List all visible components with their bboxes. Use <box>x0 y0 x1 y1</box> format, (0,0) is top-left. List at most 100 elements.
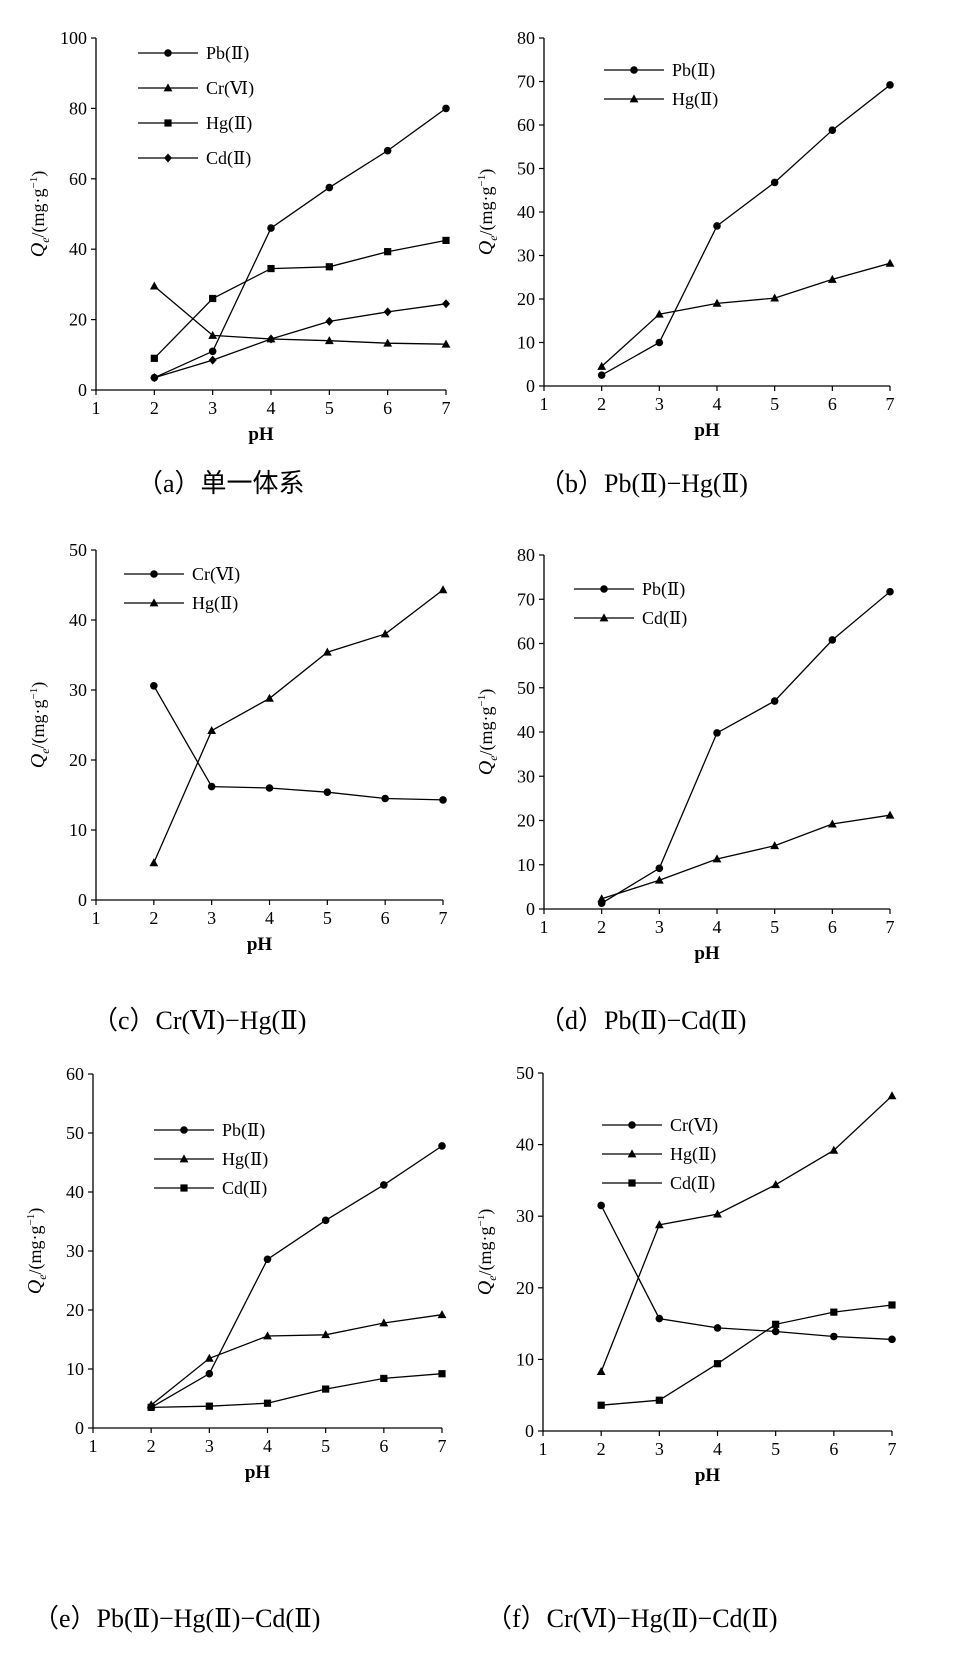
legend-label: Hg(Ⅱ) <box>670 1144 716 1165</box>
series-line <box>153 685 444 801</box>
x-tick-label: 7 <box>888 1439 897 1459</box>
y-tick-label: 80 <box>517 28 535 48</box>
x-tick-label: 6 <box>379 1436 388 1456</box>
series-line <box>601 1304 893 1406</box>
series-Hg(Ⅱ) <box>149 585 448 867</box>
data-point <box>150 373 159 383</box>
data-point <box>205 1369 214 1378</box>
legend: Cr(Ⅵ) Hg(Ⅱ) Cd(Ⅱ) <box>602 1115 718 1194</box>
y-tick-label: 30 <box>69 680 87 700</box>
legend-label: Hg(Ⅱ) <box>672 89 718 110</box>
data-point <box>885 810 895 819</box>
data-point <box>324 336 334 345</box>
data-point <box>597 371 606 379</box>
data-point <box>384 248 392 256</box>
data-point <box>325 263 333 271</box>
legend-label: Pb(Ⅱ) <box>222 1120 265 1141</box>
y-tick-label: 40 <box>69 610 87 630</box>
data-point <box>597 1401 605 1409</box>
data-point <box>323 788 332 796</box>
legend-marker <box>180 1126 188 1134</box>
caption-a: （a）单一体系 <box>137 469 305 498</box>
series-Cr(Ⅵ) <box>597 1201 896 1344</box>
data-point <box>888 1301 896 1309</box>
data-point <box>830 1332 838 1341</box>
x-tick-label: 4 <box>267 398 276 418</box>
data-point <box>383 146 392 155</box>
legend: Pb(Ⅱ) Cd(Ⅱ) <box>574 579 687 629</box>
legend-marker <box>149 598 159 607</box>
legend-marker <box>164 49 172 57</box>
legend-label: Cd(Ⅱ) <box>642 608 687 629</box>
series-line <box>150 1314 443 1406</box>
legend-label: Hg(Ⅱ) <box>222 1149 268 1170</box>
data-point <box>325 183 334 192</box>
data-point <box>886 81 894 89</box>
data-point <box>771 1180 781 1189</box>
x-tick-label: 3 <box>655 1439 664 1459</box>
y-tick-label: 0 <box>78 380 87 400</box>
y-tick-label: 100 <box>60 28 87 48</box>
series-line <box>154 303 447 379</box>
legend-marker <box>599 613 609 622</box>
series-line <box>601 591 891 904</box>
x-tick-label: 5 <box>771 1439 780 1459</box>
data-point <box>149 858 159 867</box>
data-point <box>379 1318 389 1327</box>
data-point <box>263 1331 272 1340</box>
y-tick-label: 80 <box>517 545 535 565</box>
series-Hg(Ⅱ) <box>150 236 450 362</box>
y-tick-label: 60 <box>517 115 535 135</box>
x-tick-label: 1 <box>540 394 549 414</box>
series-Cd(Ⅱ) <box>150 299 450 383</box>
data-point <box>830 1308 838 1316</box>
y-tick-label: 50 <box>69 540 87 560</box>
data-point <box>827 274 837 283</box>
data-point <box>380 629 390 638</box>
y-tick-label: 10 <box>66 1359 84 1379</box>
data-point <box>150 682 158 690</box>
data-point <box>439 796 447 804</box>
x-tick-label: 3 <box>205 1436 214 1456</box>
y-axis-label: Qe/(mg·g−1) <box>27 682 52 769</box>
data-point <box>381 794 389 803</box>
data-point <box>383 338 393 347</box>
series-line <box>151 1373 443 1409</box>
series-Cr(Ⅵ) <box>149 281 451 348</box>
y-axis-label: Qe/(mg·g−1) <box>478 169 500 256</box>
data-point <box>321 1330 331 1339</box>
y-axis-label: Qe/(mg·g−1) <box>478 1209 499 1296</box>
x-tick-label: 2 <box>597 1439 606 1459</box>
x-tick-label: 6 <box>828 917 837 937</box>
x-axis-label: pH <box>695 1465 721 1486</box>
data-point <box>597 1201 605 1210</box>
data-point <box>267 224 275 232</box>
data-point <box>437 1310 447 1319</box>
chart-panel-d: 0 10 20 30 40 50 60 70 80 1 2 3 4 5 6 7 pH Qe/(mg·g−1) Pb(… <box>478 545 895 964</box>
data-point <box>441 339 451 348</box>
data-point <box>442 104 450 113</box>
y-tick-label: 0 <box>526 376 535 396</box>
caption-b: （b）Pb(Ⅱ)−Hg(Ⅱ) <box>539 469 748 498</box>
data-point <box>770 697 779 705</box>
data-point <box>770 178 779 187</box>
data-point <box>380 1181 388 1189</box>
legend-marker <box>627 1149 637 1158</box>
x-tick-label: 7 <box>886 394 895 414</box>
y-tick-label: 20 <box>69 750 87 770</box>
data-point <box>265 784 274 792</box>
data-point <box>383 307 392 317</box>
y-tick-label: 10 <box>517 855 535 875</box>
legend-label: Cr(Ⅵ) <box>192 564 240 585</box>
legend-marker <box>164 153 172 163</box>
x-axis-label: pH <box>694 943 720 964</box>
data-point <box>712 298 722 307</box>
y-tick-label: 20 <box>66 1300 84 1320</box>
data-point <box>207 782 216 791</box>
data-point <box>596 1366 606 1375</box>
data-point <box>713 1209 722 1218</box>
chart-panel-a: 0 20 40 60 80 100 1 2 3 4 5 6 7 pH Qe/(mg·g−1) Pb(Ⅱ) Cr(… <box>27 28 451 445</box>
series-line <box>153 589 444 864</box>
data-point <box>209 294 217 303</box>
